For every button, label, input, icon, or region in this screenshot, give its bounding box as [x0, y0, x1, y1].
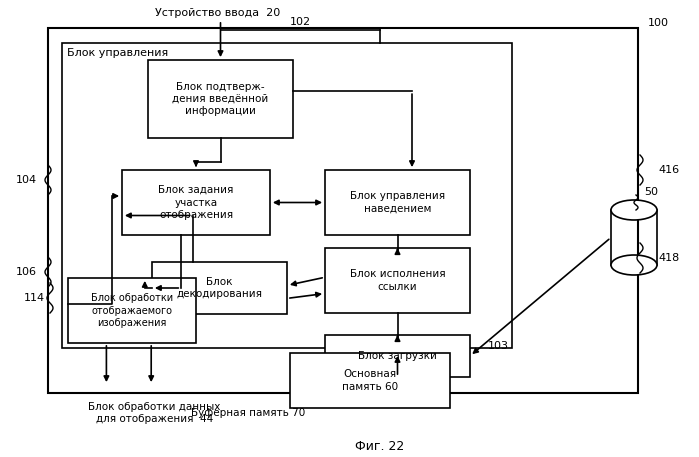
- Text: Блок подтверж-
дения введённой
информации: Блок подтверж- дения введённой информаци…: [173, 82, 268, 117]
- Bar: [152, 262, 287, 314]
- Text: 103: 103: [487, 341, 508, 351]
- Text: Буферная память 70: Буферная память 70: [191, 408, 305, 418]
- Bar: [290, 353, 450, 408]
- Text: 114: 114: [24, 293, 45, 303]
- Text: Фиг. 22: Фиг. 22: [355, 441, 405, 453]
- Text: 416: 416: [658, 165, 679, 175]
- Text: Блок управления
наведением: Блок управления наведением: [350, 191, 445, 214]
- Bar: [68, 278, 196, 343]
- Text: Основная
память 60: Основная память 60: [342, 369, 398, 392]
- Bar: [148, 60, 293, 138]
- Bar: [122, 170, 270, 235]
- Bar: [62, 43, 512, 348]
- Bar: [325, 248, 470, 313]
- Text: Блок управления: Блок управления: [67, 48, 168, 58]
- Text: Устройство ввода  20: Устройство ввода 20: [155, 8, 280, 18]
- Ellipse shape: [611, 200, 657, 220]
- Bar: [48, 28, 638, 393]
- Ellipse shape: [611, 255, 657, 275]
- Text: 100: 100: [648, 18, 669, 28]
- Text: 102: 102: [289, 17, 310, 27]
- Bar: [325, 170, 470, 235]
- Text: Блок обработки
отображаемого
изображения: Блок обработки отображаемого изображения: [91, 293, 173, 328]
- Text: Блок исполнения
ссылки: Блок исполнения ссылки: [350, 269, 445, 292]
- Bar: [325, 335, 470, 377]
- Text: 418: 418: [658, 253, 679, 263]
- Text: Блок
декодирования: Блок декодирования: [177, 277, 263, 299]
- Text: Блок обработки данных
для отображения  44: Блок обработки данных для отображения 44: [88, 402, 220, 424]
- Text: Блок загрузки: Блок загрузки: [358, 351, 437, 361]
- Text: Блок задания
участка
отображения: Блок задания участка отображения: [158, 185, 233, 220]
- Text: 50: 50: [644, 187, 658, 197]
- Text: 104: 104: [16, 175, 37, 185]
- Text: 106: 106: [16, 267, 37, 277]
